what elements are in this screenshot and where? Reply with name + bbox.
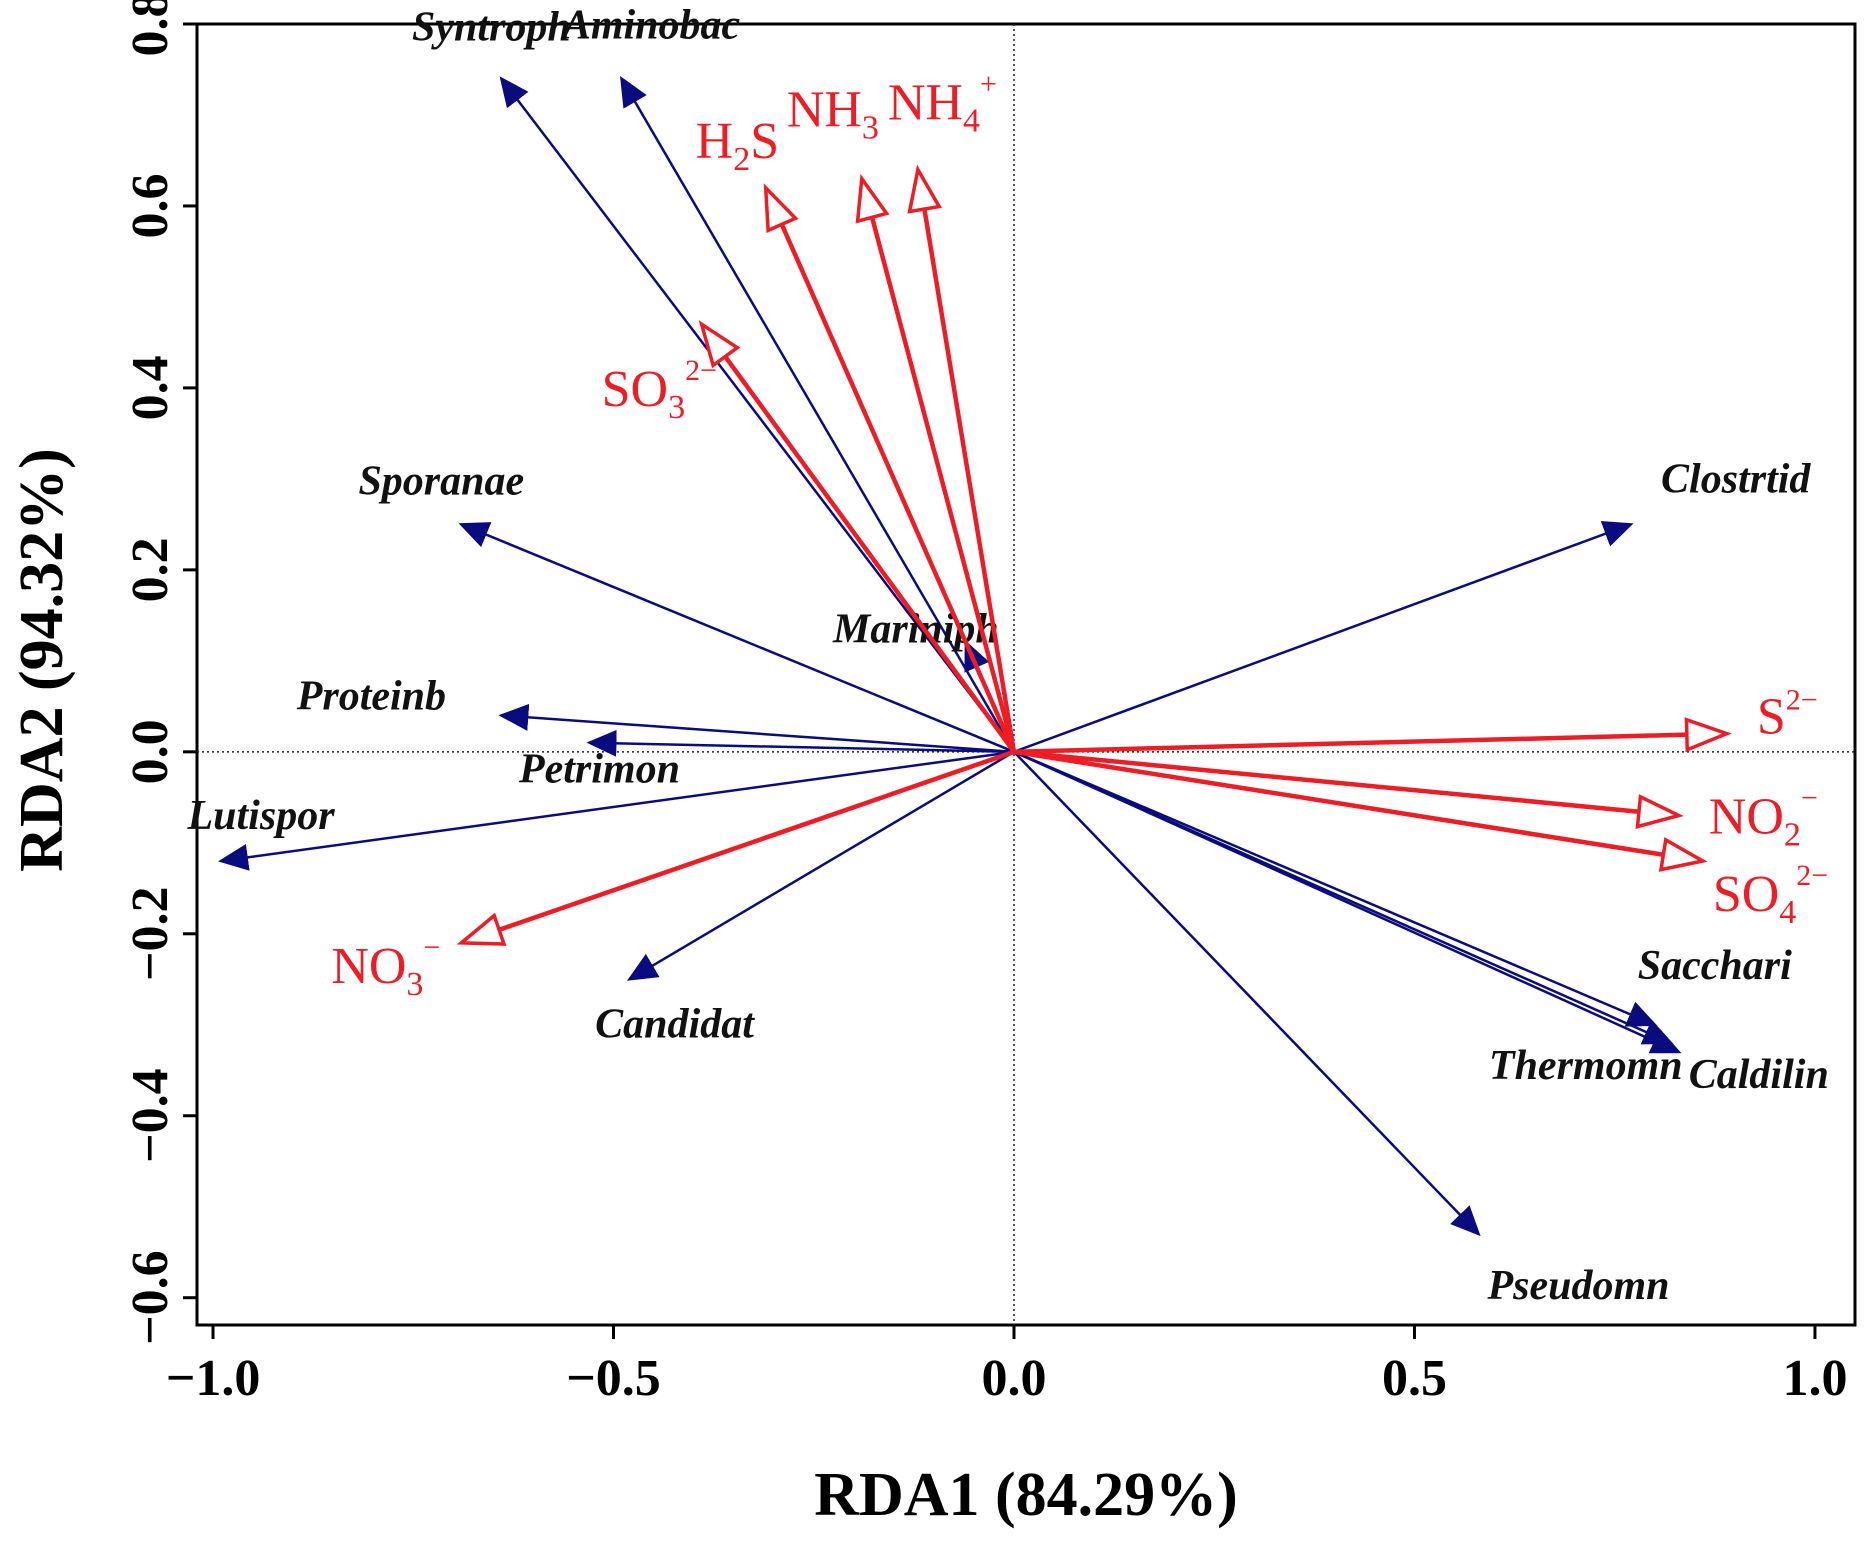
- species-arrow-sporanae: [458, 522, 1015, 753]
- env-arrowhead-no3: [456, 912, 507, 946]
- env-label-no2: NO2−: [1709, 782, 1818, 854]
- species-arrow-proteinb: [498, 703, 1015, 754]
- y-tick-label: 0.6: [122, 173, 179, 238]
- species-arrow-pseudomn: [1013, 750, 1481, 1237]
- y-tick-label: 0.4: [122, 355, 179, 420]
- species-label-petrimon: Petrimon: [518, 747, 680, 793]
- species-arrow-clostrtid: [1013, 521, 1634, 754]
- species-label-pseudomn: Pseudomn: [1487, 1263, 1670, 1309]
- x-tick-label: 0.5: [1382, 1350, 1447, 1407]
- env-label-s2: S2−: [1757, 684, 1818, 746]
- y-tick-label: −0.4: [122, 1068, 179, 1163]
- x-tick-label: 1.0: [1782, 1350, 1847, 1407]
- env-arrowhead-s2: [1684, 717, 1732, 753]
- env-label-nh3: NH3: [787, 82, 879, 147]
- plot-frame: [195, 22, 1857, 1327]
- species-arrow-caldilin: [1013, 750, 1682, 1054]
- species-label-sporanae: Sporanae: [358, 458, 524, 504]
- y-tick-label: 0.2: [122, 537, 179, 602]
- env-arrow-so32: [723, 355, 1016, 754]
- env-arrowhead-so42: [1658, 837, 1708, 872]
- env-label-so32: SO32−: [602, 354, 717, 426]
- y-axis-title: RDA2 (94.32%): [8, 448, 76, 872]
- env-label-nh4: NH4+: [888, 68, 997, 140]
- y-tick-label: −0.6: [122, 1250, 179, 1345]
- x-tick-label: 0.0: [981, 1350, 1046, 1407]
- species-label-candidat: Candidat: [595, 1001, 755, 1047]
- species-arrow-syntroph: [499, 76, 1015, 753]
- species-label-syntroph: Syntroph: [412, 5, 571, 51]
- species-label-sacchari: Sacchari: [1638, 943, 1792, 989]
- env-arrowhead-nh4: [907, 164, 942, 214]
- species-series: SyntrophAminobacSporanaeMariniphProteinb…: [187, 3, 1829, 1309]
- y-tick-label: −0.2: [122, 886, 179, 981]
- reference-lines: [197, 24, 1855, 1325]
- env-arrow-so42: [1013, 749, 1664, 857]
- env-arrow-s2: [1013, 732, 1687, 755]
- species-arrow-aminobac: [620, 75, 1016, 753]
- env-arrowhead-so32: [698, 320, 741, 369]
- env-label-h2s: H2S: [696, 113, 779, 178]
- env-label-no3: NO3−: [331, 931, 440, 1003]
- env-arrowhead-nh3: [855, 173, 890, 224]
- species-label-thermomn: Thermomn: [1489, 1043, 1683, 1089]
- species-arrow-candidat: [626, 750, 1015, 981]
- x-tick-label: −1.0: [166, 1350, 261, 1407]
- env-arrow-no3: [498, 749, 1015, 932]
- env-arrowhead-h2s: [763, 183, 799, 234]
- y-tick-label: 0.0: [122, 719, 179, 784]
- env-label-so42: SO42−: [1713, 859, 1828, 931]
- species-label-lutispor: Lutispor: [187, 793, 336, 839]
- env-arrow-nh4: [922, 208, 1017, 753]
- species-arrow-sacchari: [1013, 750, 1658, 1027]
- env-arrow-no2: [1013, 749, 1640, 814]
- y-tick-label: 0.8: [122, 0, 179, 57]
- species-label-proteinb: Proteinb: [296, 673, 446, 719]
- axes: −1.0 −0.5 0.0 0.5 1.0 −0.6 −0.4 −0.2 0.0 0.2 0.4 0.…: [122, 0, 1847, 1407]
- x-tick-label: −0.5: [566, 1350, 661, 1407]
- species-label-caldilin: Caldilin: [1689, 1052, 1829, 1098]
- env-arrow-nh3: [869, 216, 1017, 753]
- species-arrow-petrimon: [586, 729, 1015, 757]
- species-label-clostrtid: Clostrtid: [1661, 456, 1811, 502]
- species-arrow-lutispor: [218, 750, 1015, 871]
- env-arrowhead-no2: [1635, 794, 1684, 829]
- x-axis-title: RDA1 (84.29%): [814, 1461, 1238, 1529]
- env-arrow-h2s: [779, 223, 1017, 753]
- species-label-aminobac: Aminobac: [560, 3, 741, 49]
